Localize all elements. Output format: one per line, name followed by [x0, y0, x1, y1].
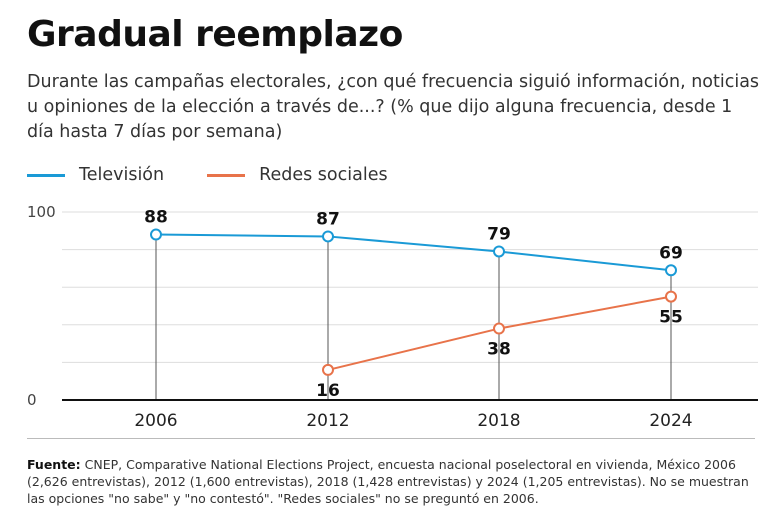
- legend-label-television: Televisión: [79, 165, 165, 185]
- data-point: [493, 245, 505, 258]
- series-line-0: [155, 233, 672, 272]
- x-tick-label: 2006: [134, 411, 177, 430]
- data-point: [493, 322, 505, 335]
- source-label: Fuente:: [27, 457, 81, 472]
- data-point: [322, 230, 334, 243]
- chart-title: Gradual reemplazo: [27, 14, 403, 55]
- source-note: Fuente: CNEP, Comparative National Elect…: [27, 456, 757, 507]
- chart-subtitle: Durante las campañas electorales, ¿con q…: [27, 72, 760, 142]
- data-label: 87: [316, 209, 340, 229]
- legend-swatch-redes: [207, 173, 246, 177]
- data-point: [665, 290, 677, 303]
- legend: Televisión Redes sociales: [27, 164, 431, 186]
- data-point: [150, 228, 162, 241]
- data-label: 69: [659, 243, 683, 263]
- y-tick-label: 0: [27, 391, 37, 409]
- data-label: 88: [144, 208, 168, 228]
- data-label: 16: [316, 381, 340, 401]
- data-label: 38: [487, 340, 511, 360]
- divider: [27, 438, 755, 439]
- legend-swatch-television: [27, 173, 65, 177]
- legend-label-redes: Redes sociales: [259, 165, 388, 185]
- legend-item-redes: Redes sociales: [207, 165, 388, 185]
- x-tick-label: 2024: [649, 411, 692, 430]
- data-label: 55: [659, 308, 683, 328]
- source-text: CNEP, Comparative National Elections Pro…: [27, 457, 749, 506]
- data-point: [322, 363, 334, 376]
- line-chart: 100 0 2006 2012 2018 2024 88 87 79 69 16 38 55: [27, 203, 758, 430]
- y-tick-label: 100: [27, 203, 56, 221]
- data-point: [665, 264, 677, 277]
- x-tick-label: 2018: [477, 411, 520, 430]
- x-tick-label: 2012: [306, 411, 349, 430]
- legend-item-television: Televisión: [27, 165, 164, 185]
- data-label: 79: [487, 224, 511, 244]
